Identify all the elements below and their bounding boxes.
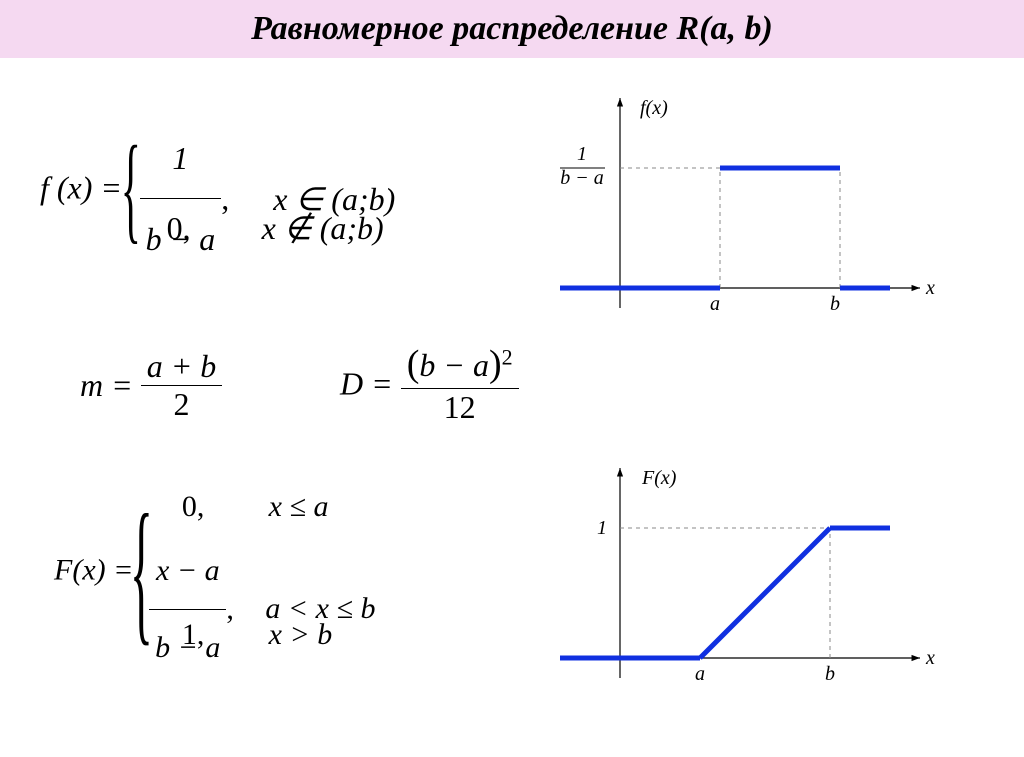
- svg-text:b − a: b − a: [560, 167, 604, 189]
- cdf-formula: F(x) = { 0, x ≤ a x − a b − a , a < x ≤ …: [54, 478, 375, 663]
- svg-text:a: a: [695, 663, 705, 685]
- mean-lhs: m =: [80, 367, 141, 403]
- cdf-lhs: F(x) =: [54, 554, 141, 587]
- cdf-c1-val: 0,: [149, 481, 237, 533]
- variance-formula: D = (b − a)2 12: [340, 342, 519, 426]
- pdf-case2-cond: x ∉ (a;b): [262, 210, 384, 246]
- var-den: 12: [401, 389, 519, 426]
- content-area: f (x) = { 1 b − a , x ∈ (a;b) 0, x ∉ (a;…: [0, 58, 1024, 757]
- pdf-case2-val: 0,: [140, 198, 218, 258]
- svg-text:F(x): F(x): [641, 467, 677, 489]
- pdf-chart: f(x) x a b 1b − a: [550, 88, 970, 318]
- svg-text:b: b: [825, 663, 835, 685]
- cdf-chart: F(x) x a b 1: [550, 458, 970, 708]
- pdf-case1-num: 1: [140, 118, 222, 199]
- cdf-c3-val: 1,: [149, 609, 237, 661]
- svg-text:f(x): f(x): [640, 97, 668, 119]
- svg-text:b: b: [830, 293, 840, 315]
- mean-formula: m = a + b2: [80, 348, 222, 423]
- mean-den: 2: [141, 386, 223, 423]
- svg-text:x: x: [925, 277, 935, 299]
- pdf-lhs: f (x) =: [40, 170, 130, 206]
- mean-num: a + b: [141, 348, 223, 386]
- pdf-formula: f (x) = { 1 b − a , x ∈ (a;b) 0, x ∉ (a;…: [40, 118, 395, 258]
- cdf-c1-cond: x ≤ a: [269, 490, 329, 523]
- svg-text:1: 1: [577, 143, 587, 165]
- var-num-exp: 2: [502, 344, 513, 369]
- cdf-c2-num: x − a: [149, 533, 226, 610]
- cdf-c3-cond: x > b: [269, 618, 333, 651]
- svg-text:x: x: [925, 647, 935, 669]
- var-num-base: b − a: [419, 347, 489, 383]
- page-title: Равномерное распределение R(a, b): [0, 0, 1024, 58]
- brace-icon: {: [121, 119, 141, 257]
- brace-icon: {: [130, 478, 153, 663]
- svg-text:a: a: [710, 293, 720, 315]
- svg-text:1: 1: [597, 517, 607, 539]
- var-lhs: D =: [340, 366, 401, 402]
